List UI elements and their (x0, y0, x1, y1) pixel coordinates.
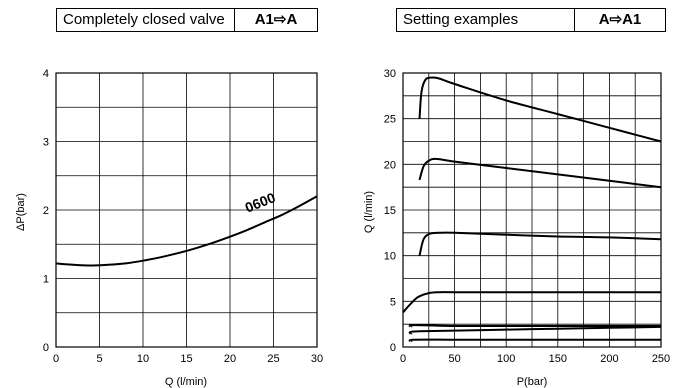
left-series (55, 195, 318, 267)
right-x-tick-label: 150 (549, 353, 567, 365)
left-y-tick-label: 0 (43, 342, 49, 354)
right-x-axis-label: P(bar) (517, 376, 548, 388)
right-y-tick-label: 25 (384, 114, 396, 126)
left-x-tick-label: 5 (96, 353, 102, 365)
right-x-tick-label: 200 (600, 353, 618, 365)
right-y-tick-label: 30 (384, 68, 396, 80)
right-y-tick-label: 5 (390, 296, 396, 308)
right-x-tick-label: 50 (448, 353, 460, 365)
left-header-title: Completely closed valve (57, 9, 235, 31)
left-y-tick-label: 4 (43, 68, 49, 80)
left-header-flow: A1⇨A (254, 11, 298, 28)
left-series-line-0 (55, 195, 318, 267)
right-header: Setting examples A⇨A1 (396, 8, 666, 32)
right-x-tick-label: 100 (497, 353, 515, 365)
left-y-tick-label: 3 (43, 137, 49, 149)
right-series-line-5 (408, 325, 662, 336)
right-y-axis-label: Q (l/min) (363, 191, 375, 233)
left-y-tick-label: 2 (43, 205, 49, 217)
right-tick-labels: 0 50 100 150 200 250 0 5 10 15 20 25 30 (384, 68, 670, 365)
left-header: Completely closed valve A1⇨A (56, 8, 318, 32)
left-tick-labels: 0 5 10 15 20 25 30 0 1 2 3 4 (43, 68, 323, 365)
left-x-tick-label: 30 (311, 353, 323, 365)
left-x-tick-label: 15 (180, 353, 192, 365)
right-y-tick-label: 15 (384, 205, 396, 217)
right-series-line-2 (418, 231, 662, 256)
right-series-line-3 (402, 291, 661, 313)
right-y-tick-label: 0 (390, 342, 396, 354)
right-x-tick-label: 0 (400, 353, 406, 365)
left-x-tick-label: 20 (224, 353, 236, 365)
left-x-tick-label: 25 (267, 353, 279, 365)
right-series-line-0 (418, 76, 662, 143)
left-chart: 0 5 10 15 20 25 30 0 1 2 3 4 Q (l/min) ΔP(bar) 0600 (15, 68, 323, 388)
right-header-flow: A⇨A1 (598, 11, 642, 28)
left-x-axis-label: Q (l/min) (165, 376, 207, 388)
right-grid (402, 72, 662, 348)
left-y-tick-label: 1 (43, 274, 49, 286)
right-x-tick-label: 250 (652, 353, 670, 365)
curve-label-0600: 0600 (243, 189, 278, 216)
left-x-tick-label: 0 (53, 353, 59, 365)
right-series-line-4 (408, 324, 661, 328)
right-y-tick-label: 20 (384, 159, 396, 171)
left-grid (55, 72, 318, 348)
right-plot-frame (402, 72, 662, 348)
left-x-tick-label: 10 (137, 353, 149, 365)
left-y-axis-label: ΔP(bar) (15, 193, 27, 231)
right-series-line-6 (408, 338, 661, 343)
right-y-tick-label: 10 (384, 251, 396, 263)
right-series (402, 76, 662, 343)
left-plot-frame (55, 72, 318, 348)
right-header-title: Setting examples (397, 9, 575, 31)
right-chart: 0 50 100 150 200 250 0 5 10 15 20 25 30 P(bar) Q (l/… (363, 68, 670, 388)
right-series-line-1 (418, 157, 662, 189)
